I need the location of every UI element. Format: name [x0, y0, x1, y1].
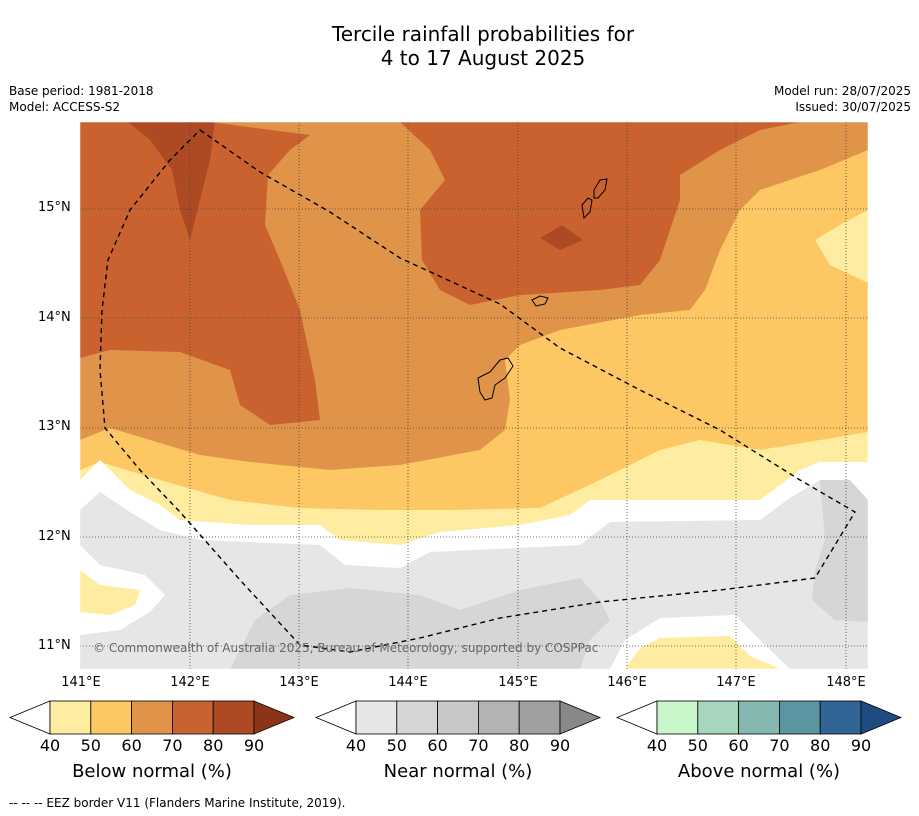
eez-footnote: -- -- -- EEZ border V11 (Flanders Marine…: [9, 796, 346, 810]
colorbar-tick-label: 80: [509, 736, 530, 755]
base-period: Base period: 1981-2018: [9, 84, 154, 98]
lat-label-12n: 12°N: [38, 529, 71, 544]
colorbar-swatch: [656, 700, 699, 735]
colorbar-tick-label: 50: [80, 736, 101, 755]
region-below-40-se: [625, 636, 780, 669]
model-name: Model: ACCESS-S2: [9, 100, 121, 114]
lon-label-145e: 145°E: [498, 675, 538, 690]
colorbar-tick-label: 70: [769, 736, 790, 755]
region-near-50-east: [812, 480, 868, 622]
colorbar-swatch: [90, 700, 133, 735]
colorbar-swatch: [738, 700, 780, 735]
colorbar-title: Below normal (%): [72, 761, 232, 782]
colorbar-tick-label: 90: [549, 736, 571, 755]
colorbar-high-extension: [860, 700, 903, 735]
lat-label-14n: 14°N: [38, 310, 71, 325]
eez-border-line: [99, 129, 856, 653]
colorbar-0: [8, 700, 296, 735]
copyright-text: © Commonwealth of Australia 2025, Bureau…: [93, 641, 599, 655]
colorbar-title: Near normal (%): [383, 761, 533, 782]
colorbar-tick-label: 50: [687, 736, 708, 755]
colorbar-tick-label: 60: [427, 736, 448, 755]
region-below-40-east: [815, 210, 868, 283]
colorbars: [8, 700, 903, 735]
title-line-1: Tercile rainfall probabilities for: [331, 22, 635, 46]
colorbar-tick-label: 60: [728, 736, 749, 755]
colorbar-high-extension: [559, 700, 602, 735]
colorbar-tick-label: 40: [39, 736, 61, 755]
region-below-80-saipan: [540, 225, 583, 250]
colorbar-tick-label: 90: [850, 736, 872, 755]
model-run: Model run: 28/07/2025: [773, 84, 911, 98]
colorbar-tick-label: 50: [386, 736, 407, 755]
title-line-2: 4 to 17 August 2025: [380, 46, 586, 70]
lon-label-147e: 147°E: [716, 675, 756, 690]
region-below-80-west: [128, 122, 215, 240]
colorbar-low-extension: [314, 700, 357, 735]
lon-label-146e: 146°E: [607, 675, 647, 690]
map-frame: [79, 121, 869, 670]
colorbar-swatch: [779, 700, 821, 735]
colorbar-swatch: [477, 700, 520, 735]
colorbar-swatch: [396, 700, 438, 735]
meta-left: Base period: 1981-2018 Model: ACCESS-S2: [9, 83, 154, 115]
lon-label-142e: 142°E: [170, 675, 210, 690]
colorbar-swatch: [697, 700, 739, 735]
island-outlines: [477, 178, 608, 401]
saipan-outline: [593, 178, 608, 199]
colorbar-swatch: [437, 700, 479, 735]
probability-field: [80, 122, 868, 669]
colorbar-title: Above normal (%): [677, 761, 841, 782]
tinian-outline: [581, 197, 593, 220]
colorbar-swatch: [131, 700, 173, 735]
colorbar-1: [314, 700, 602, 735]
colorbar-swatch: [518, 700, 561, 735]
colorbar-swatch: [355, 700, 398, 735]
graticule: [80, 122, 868, 669]
colorbar-tick-label: 90: [243, 736, 265, 755]
colorbar-swatch: [171, 700, 214, 735]
region-below-40-sw: [80, 570, 140, 615]
lat-label-11n: 11°N: [38, 638, 71, 653]
rota-outline: [531, 295, 549, 307]
colorbar-tick-label: 70: [468, 736, 489, 755]
lon-label-148e: 148°E: [826, 675, 866, 690]
colorbar-2: [615, 700, 903, 735]
lat-label-15n: 15°N: [38, 200, 71, 215]
colorbar-tick-label: 40: [646, 736, 668, 755]
colorbar-tick-label: 80: [810, 736, 831, 755]
guam-outline: [477, 357, 514, 401]
colorbar-swatch: [819, 700, 862, 735]
lon-label-144e: 144°E: [388, 675, 428, 690]
colorbar-low-extension: [8, 700, 51, 735]
lat-label-13n: 13°N: [38, 419, 71, 434]
colorbar-tick-label: 70: [162, 736, 183, 755]
lon-label-141e: 141°E: [61, 675, 101, 690]
lon-label-143e: 143°E: [279, 675, 319, 690]
colorbar-tick-label: 40: [345, 736, 367, 755]
colorbar-tick-label: 60: [121, 736, 142, 755]
colorbar-high-extension: [253, 700, 296, 735]
colorbar-swatch: [212, 700, 255, 735]
map-title: Tercile rainfall probabilities for 4 to …: [0, 22, 919, 70]
colorbar-low-extension: [615, 700, 658, 735]
colorbar-tick-label: 80: [203, 736, 224, 755]
issued-date: Issued: 30/07/2025: [795, 100, 911, 114]
colorbar-swatch: [49, 700, 92, 735]
meta-right: Model run: 28/07/2025 Issued: 30/07/2025: [774, 83, 911, 115]
